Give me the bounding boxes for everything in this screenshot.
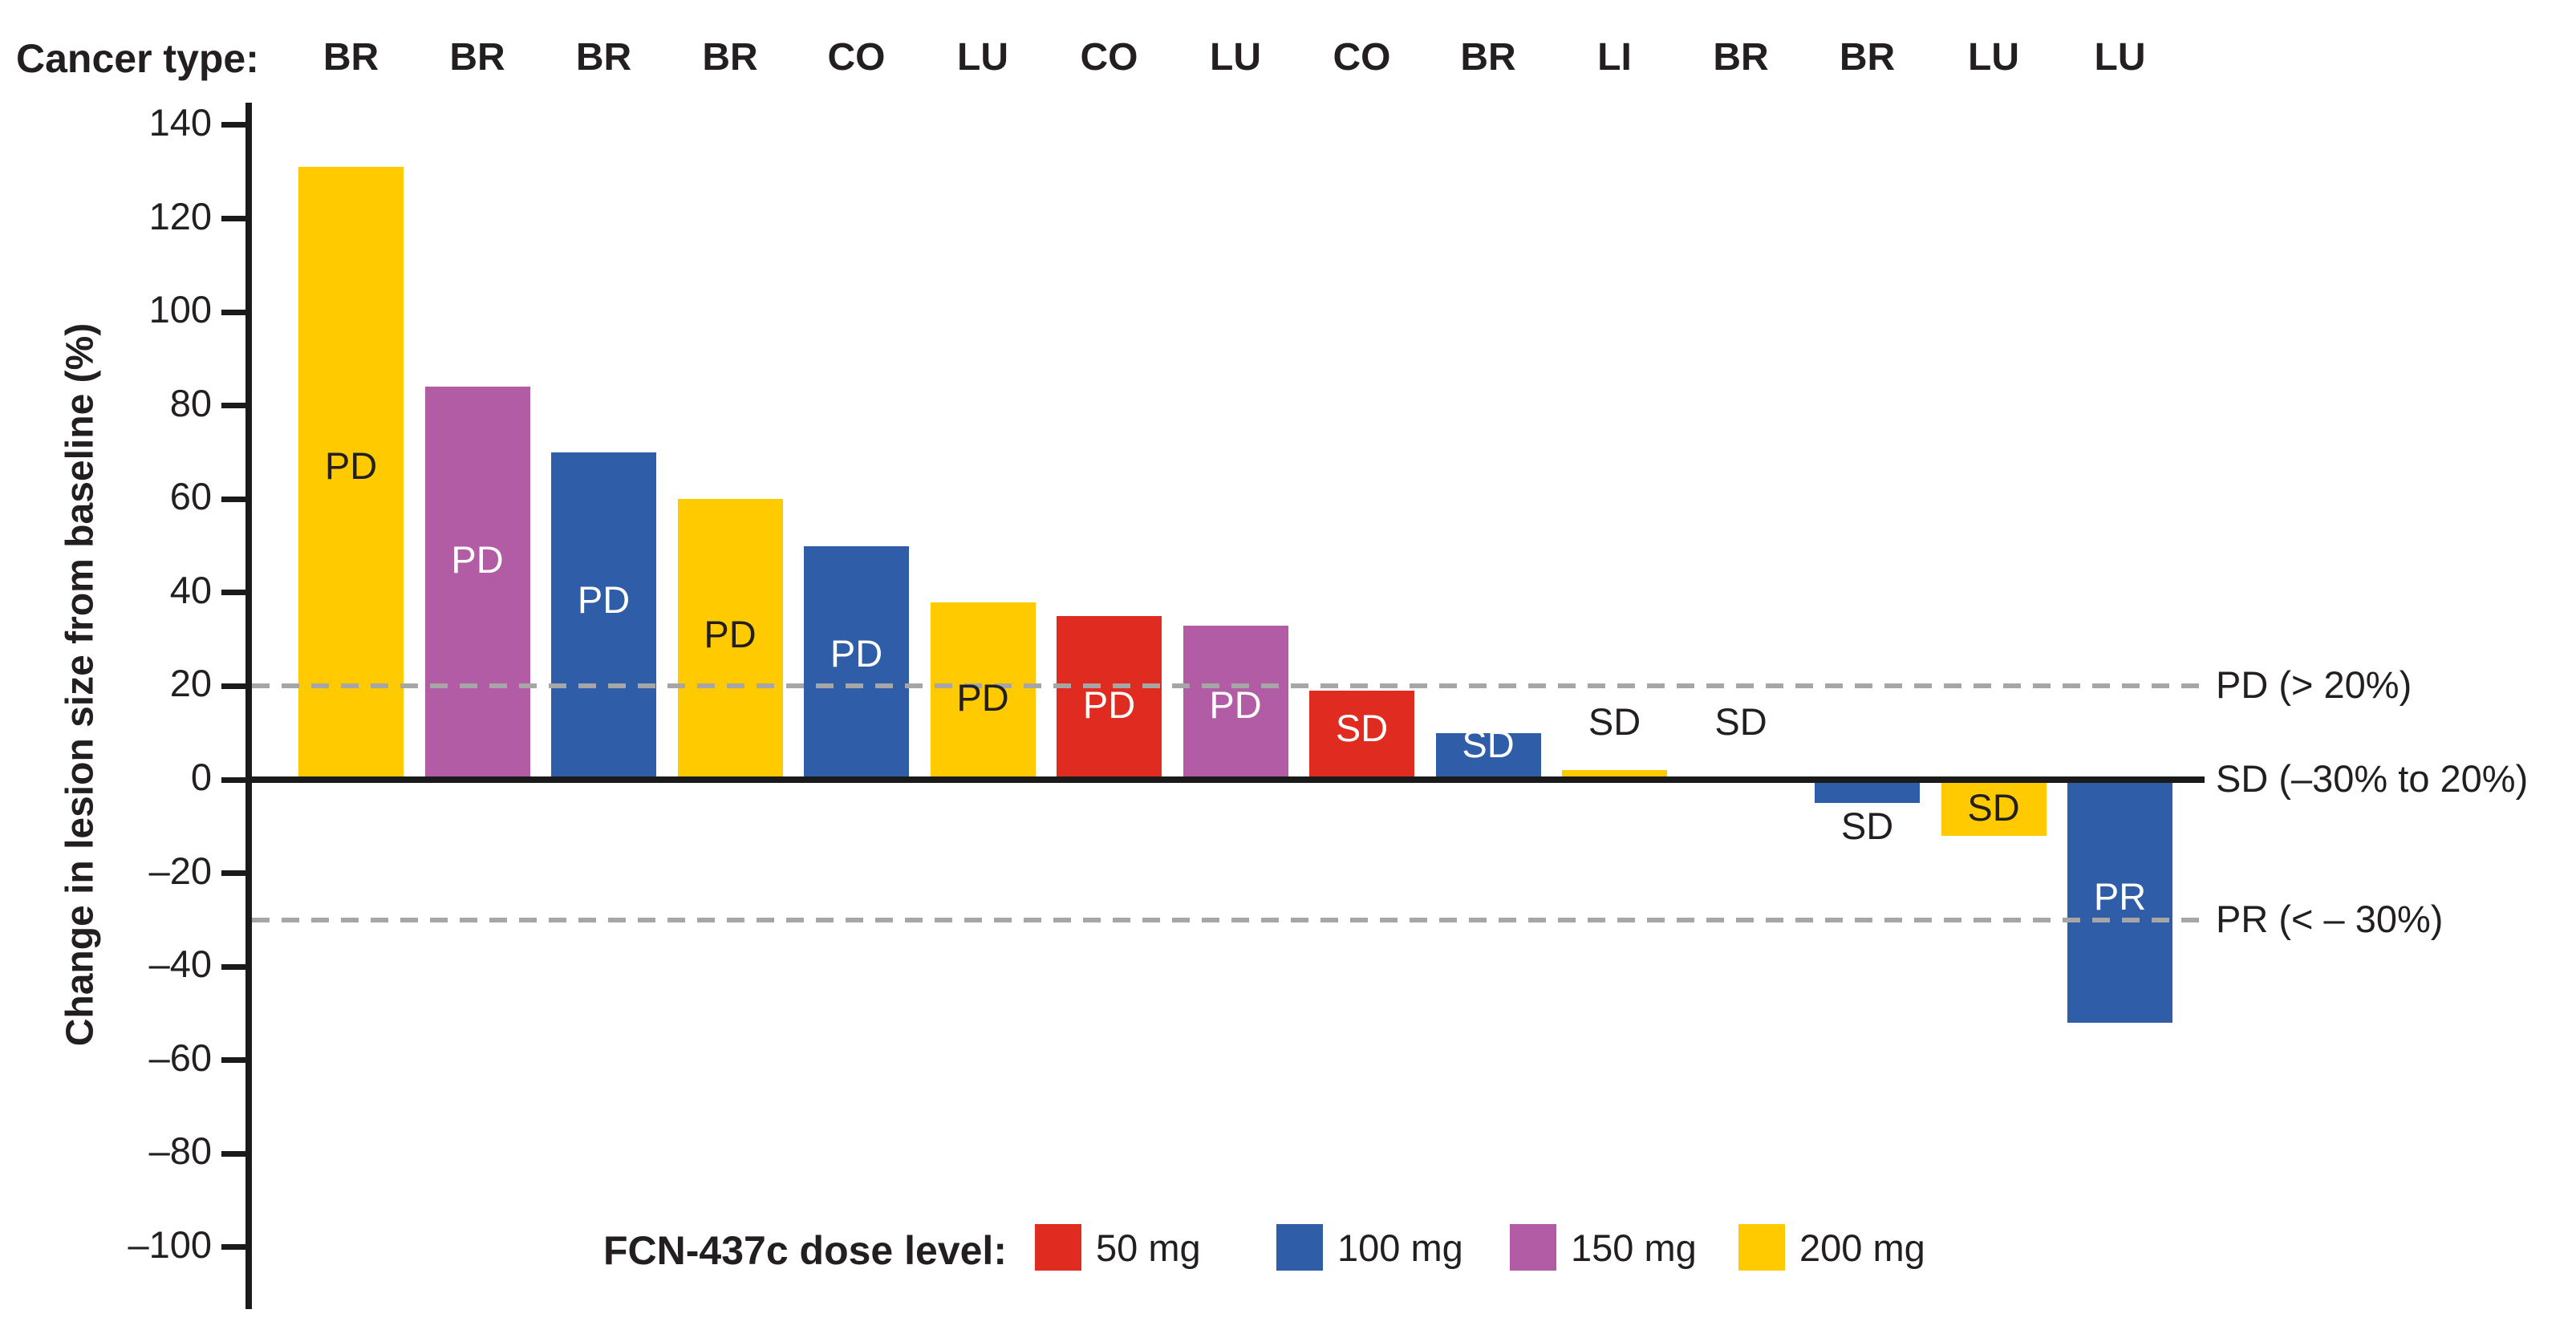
y-axis-line bbox=[245, 103, 252, 1309]
y-axis-tick bbox=[221, 683, 245, 689]
bar-response-label: SD bbox=[1335, 706, 1389, 749]
bar-response-label: SD bbox=[1714, 700, 1767, 744]
bar-sd-br bbox=[1435, 732, 1541, 780]
bar-response-label: PD bbox=[704, 613, 757, 656]
legend-swatch-150mg bbox=[1510, 1224, 1556, 1271]
bar-pd-br bbox=[551, 452, 656, 780]
legend-title: FCN-437c dose level: bbox=[603, 1228, 1007, 1273]
legend-item-label: 50 mg bbox=[1096, 1226, 1201, 1269]
threshold-annotation: SD (–30% to 20%) bbox=[2216, 757, 2529, 800]
reference-dashed-line bbox=[252, 917, 2205, 922]
y-axis-tick-label: 20 bbox=[169, 662, 212, 705]
y-axis-tick bbox=[221, 309, 245, 315]
y-axis-tick-label: 120 bbox=[148, 194, 212, 237]
y-axis-tick-label: –20 bbox=[148, 849, 212, 892]
y-axis-tick-label: 80 bbox=[169, 381, 212, 424]
y-axis-tick-label: –60 bbox=[148, 1036, 212, 1079]
y-axis-tick bbox=[221, 870, 245, 877]
bar-sd-co bbox=[1309, 691, 1414, 780]
y-axis-tick bbox=[221, 403, 245, 409]
bar-response-label: PD bbox=[1082, 683, 1136, 726]
bar-sd-lu bbox=[1941, 780, 2047, 836]
y-axis-tick-label: 100 bbox=[148, 288, 212, 331]
bar-response-label: PD bbox=[1209, 683, 1262, 726]
reference-dashed-line bbox=[252, 683, 2205, 689]
y-axis-tick bbox=[221, 1057, 245, 1064]
y-axis-tick-label: –80 bbox=[148, 1129, 212, 1173]
legend-swatch-200mg bbox=[1738, 1224, 1785, 1271]
cancer-type-label: LU bbox=[1210, 36, 1261, 79]
bar-pd-co bbox=[804, 545, 909, 780]
cancer-type-label: CO bbox=[1080, 36, 1138, 79]
legend-item-label: 100 mg bbox=[1337, 1226, 1463, 1269]
bar-response-label: SD bbox=[1462, 723, 1515, 766]
bar-response-label: PD bbox=[956, 675, 1009, 719]
y-axis-tick bbox=[221, 1150, 245, 1157]
y-axis-tick-label: 0 bbox=[190, 756, 212, 798]
y-axis-tick bbox=[221, 496, 245, 502]
bar-sd-br bbox=[1815, 780, 1920, 804]
bar-sd-li bbox=[1562, 770, 1667, 780]
y-axis-tick bbox=[221, 590, 245, 596]
bar-response-label: PD bbox=[324, 444, 378, 488]
y-axis-tick-label: –40 bbox=[148, 943, 212, 986]
cancer-type-label: BR bbox=[449, 36, 505, 79]
bar-response-label: SD bbox=[1588, 700, 1641, 744]
y-axis-tick bbox=[221, 1244, 245, 1251]
cancer-type-label: BR bbox=[1839, 36, 1896, 79]
y-axis-tick-label: –100 bbox=[128, 1222, 212, 1266]
bar-response-label: PD bbox=[451, 538, 504, 582]
cancer-type-label: BR bbox=[575, 36, 632, 79]
bar-pr-lu bbox=[2067, 780, 2172, 1024]
legend-item-label: 200 mg bbox=[1799, 1226, 1925, 1269]
threshold-annotation: PD (> 20%) bbox=[2216, 663, 2412, 707]
cancer-type-label: LU bbox=[957, 36, 1008, 79]
cancer-type-row-label: Cancer type: bbox=[16, 36, 259, 81]
bar-response-label: PD bbox=[830, 631, 883, 675]
legend-swatch-50mg bbox=[1035, 1224, 1081, 1271]
cancer-type-label: CO bbox=[1333, 36, 1391, 79]
bar-response-label: SD bbox=[1840, 805, 1894, 848]
cancer-type-label: LI bbox=[1597, 36, 1632, 79]
threshold-annotation: PR (< – 30%) bbox=[2216, 897, 2444, 940]
cancer-type-label: BR bbox=[1460, 36, 1516, 79]
cancer-type-label: CO bbox=[827, 36, 886, 79]
y-axis-tick-label: 40 bbox=[169, 568, 212, 611]
zero-baseline bbox=[245, 776, 2205, 783]
cancer-type-label: LU bbox=[1968, 36, 2019, 79]
y-axis-tick-label: 60 bbox=[169, 475, 212, 518]
bar-pd-br bbox=[677, 499, 783, 780]
bar-response-label: PR bbox=[2093, 874, 2147, 918]
y-axis-tick bbox=[221, 963, 245, 970]
bar-response-label: SD bbox=[1967, 785, 2020, 829]
cancer-type-label: BR bbox=[1713, 36, 1769, 79]
cancer-type-label: BR bbox=[323, 36, 379, 79]
legend-swatch-100mg bbox=[1276, 1224, 1323, 1271]
y-axis-tick bbox=[221, 216, 245, 222]
bar-pd-lu bbox=[930, 602, 1036, 780]
y-axis-tick bbox=[221, 122, 245, 128]
legend-item-label: 150 mg bbox=[1571, 1226, 1697, 1269]
y-axis-tick bbox=[221, 776, 245, 783]
y-axis-tick-label: 140 bbox=[148, 100, 212, 144]
bar-response-label: PD bbox=[577, 578, 631, 621]
bar-pd-lu bbox=[1183, 625, 1288, 780]
bar-pd-co bbox=[1057, 615, 1162, 780]
cancer-type-label: BR bbox=[702, 36, 758, 79]
bar-pd-br bbox=[424, 387, 530, 780]
bar-pd-br bbox=[298, 167, 404, 780]
cancer-type-label: LU bbox=[2094, 36, 2146, 79]
